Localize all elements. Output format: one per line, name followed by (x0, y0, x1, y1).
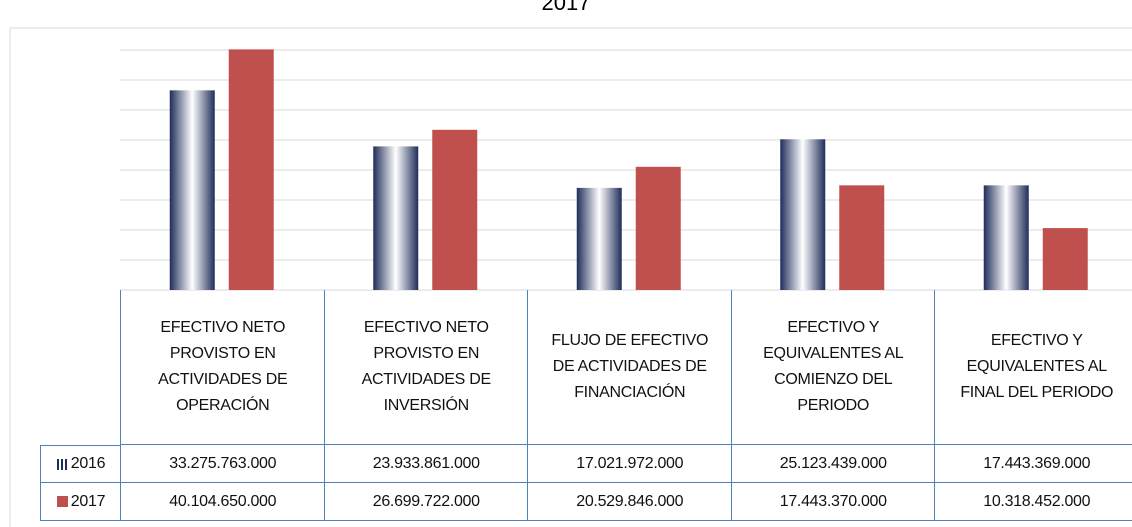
legend-key (56, 496, 68, 507)
category-label-text: EFECTIVO NETO PROVISTO EN ACTIVIDADES DE… (361, 319, 491, 414)
data-table: EFECTIVO NETO PROVISTO EN ACTIVIDADES DE… (40, 290, 1132, 527)
bar (169, 90, 215, 290)
value-label-text: 23.933.861.000 (372, 454, 480, 472)
legend-entry: 2017 (40, 483, 121, 521)
bar (576, 187, 622, 290)
bar (635, 166, 681, 290)
value-label: 33.275.763.000 (120, 445, 325, 483)
value-label: 20.529.846.000 (527, 483, 732, 521)
category-label-text: EFECTIVO Y EQUIVALENTES AL COMIENZO DEL … (763, 319, 904, 414)
legend-label: 2017 (70, 492, 106, 510)
value-label-text: 17.021.972.000 (576, 454, 684, 472)
bar (983, 185, 1029, 290)
bar (839, 185, 885, 290)
value-label-text: 17.443.370.000 (779, 492, 887, 510)
value-label: 25.123.439.000 (730, 445, 935, 483)
category-label: EFECTIVO Y EQUIVALENTES AL COMIENZO DEL … (730, 290, 935, 445)
category-label: EFECTIVO NETO PROVISTO EN ACTIVIDADES DE… (120, 290, 325, 445)
value-label-text: 33.275.763.000 (169, 454, 277, 472)
category-label-text: EFECTIVO NETO PROVISTO EN ACTIVIDADES DE… (158, 319, 288, 414)
value-label-text: 17.443.369.000 (983, 454, 1091, 472)
value-label-text: 25.123.439.000 (779, 454, 887, 472)
legend-key (56, 458, 68, 470)
legend-entry: 2016 (40, 445, 121, 483)
legend-label: 2016 (70, 455, 106, 472)
value-label: 17.021.972.000 (527, 445, 732, 483)
value-label-text: 26.699.722.000 (372, 492, 480, 510)
category-label: EFECTIVO NETO PROVISTO EN ACTIVIDADES DE… (323, 290, 528, 445)
value-label: 26.699.722.000 (323, 483, 528, 521)
value-label-text: 20.529.846.000 (576, 492, 684, 510)
category-label-text: EFECTIVO Y EQUIVALENTES AL FINAL DEL PER… (960, 332, 1114, 401)
value-label: 17.443.369.000 (934, 445, 1132, 483)
bar (780, 139, 826, 290)
chart-frame (9, 27, 1132, 527)
bar (432, 129, 478, 290)
bar (228, 49, 274, 290)
value-label: 10.318.452.000 (934, 483, 1132, 521)
value-label: 23.933.861.000 (323, 445, 528, 483)
category-label: EFECTIVO Y EQUIVALENTES AL FINAL DEL PER… (934, 290, 1132, 445)
value-label-text: 40.104.650.000 (169, 492, 277, 510)
bar (373, 146, 419, 290)
category-label: FLUJO DE EFECTIVO DE ACTIVIDADES DE FINA… (527, 290, 732, 445)
value-label: 40.104.650.000 (120, 483, 325, 521)
category-label-text: FLUJO DE EFECTIVO DE ACTIVIDADES DE FINA… (551, 332, 709, 401)
bar (1042, 228, 1088, 290)
chart-title: 2017 (542, 0, 591, 15)
value-label-text: 10.318.452.000 (983, 492, 1091, 510)
value-label: 17.443.370.000 (730, 483, 935, 521)
